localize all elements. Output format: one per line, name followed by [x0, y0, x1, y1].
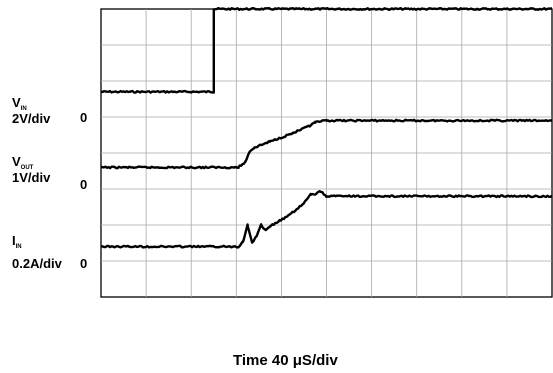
vin-zero-label: 0 — [80, 110, 88, 125]
vin-subscript: IN — [20, 106, 27, 112]
x-axis-label: Time 40 μS/div — [233, 352, 338, 369]
vout-subscript: OUT — [20, 165, 34, 171]
trace-vin — [100, 6, 553, 94]
iin-subscript: IN — [15, 244, 22, 250]
trace-vout — [100, 118, 553, 170]
trace-in — [100, 190, 553, 249]
traces — [100, 6, 553, 249]
vout-scale: 1V/div — [12, 170, 51, 185]
vout-zero-label: 0 — [80, 177, 88, 192]
vin-scale: 2V/div — [12, 111, 51, 126]
vin-channel-label: VIN 2V/div — [12, 96, 50, 125]
iin-scale: 0.2A/div — [12, 256, 62, 271]
vin-symbol: V — [12, 95, 21, 110]
iin-zero-label: 0 — [80, 256, 88, 271]
grid — [101, 9, 552, 297]
vout-channel-label: VOUT 1V/div — [12, 155, 50, 184]
iin-symbol: I — [12, 233, 16, 248]
iin-channel-label: IIN — [12, 234, 22, 250]
vout-symbol: V — [12, 154, 21, 169]
